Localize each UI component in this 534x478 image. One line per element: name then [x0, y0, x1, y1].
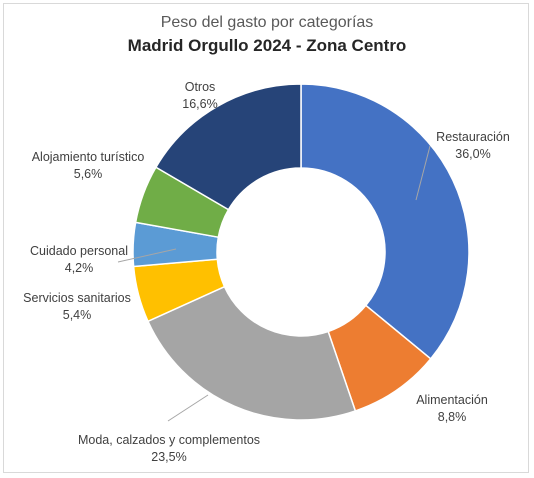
leader-line-restauracion [415, 145, 431, 201]
slice-label-otros: Otros [185, 80, 216, 94]
slice-moda-calzados-y-complementos [146, 285, 357, 421]
chart-subtitle: Madrid Orgullo 2024 - Zona Centro [127, 36, 407, 55]
slice-value-otros: 16,6% [182, 97, 217, 111]
slice-label-alojamiento-turistico: Alojamiento turístico [32, 150, 145, 164]
slice-label-alimentacion: Alimentación [416, 393, 488, 407]
chart-title: Peso del gasto por categorías [160, 14, 374, 31]
leader-line-moda-calzados-y-complementos [167, 394, 209, 422]
slice-label-cuidado-personal: Cuidado personal [30, 244, 128, 258]
slice-label-restauracion: Restauración [436, 130, 510, 144]
slice-value-restauracion: 36,0% [455, 147, 490, 161]
slice-restauracion [300, 83, 470, 360]
slice-value-alimentacion: 8,8% [438, 410, 467, 424]
slice-value-cuidado-personal: 4,2% [65, 261, 94, 275]
slice-value-servicios-sanitarios: 5,4% [63, 308, 92, 322]
slice-label-moda-calzados-y-complementos: Moda, calzados y complementos [78, 433, 260, 447]
leader-line-cuidado-personal [117, 248, 177, 263]
slice-label-servicios-sanitarios: Servicios sanitarios [23, 291, 131, 305]
slice-value-alojamiento-turistico: 5,6% [74, 167, 103, 181]
slice-otros [154, 83, 302, 211]
slice-value-moda-calzados-y-complementos: 23,5% [151, 450, 186, 464]
